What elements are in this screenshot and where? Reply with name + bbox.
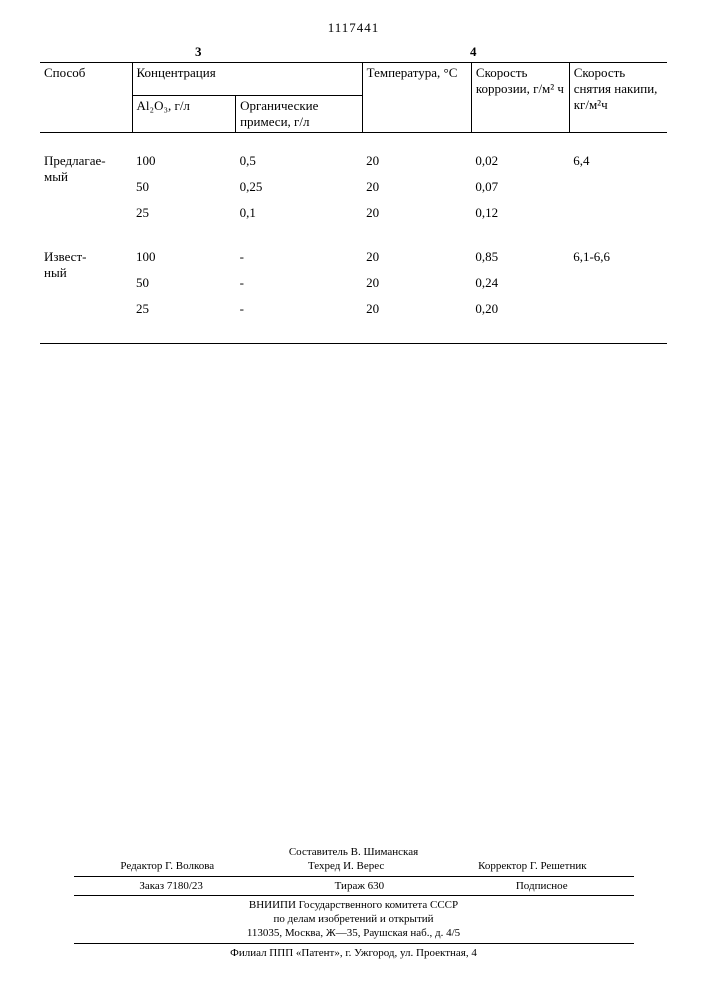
cell-org: - — [236, 247, 363, 273]
footer-print-row: Заказ 7180/23 Тираж 630 Подписное — [74, 879, 634, 893]
table-row: 25 - 20 0,20 — [40, 299, 667, 325]
header-temperature: Температура, °С — [362, 63, 471, 133]
cell-t: 20 — [362, 177, 471, 203]
cell-al: 25 — [132, 203, 236, 229]
cell-corr: 0,07 — [471, 177, 569, 203]
group-label: Извест- ный — [40, 247, 132, 325]
cell-al: 100 — [132, 151, 236, 177]
cell-corr: 0,24 — [471, 273, 569, 299]
cell-org: - — [236, 299, 363, 325]
table-row: Извест- ный 100 - 20 0,85 6,1-6,6 — [40, 247, 667, 273]
document-number: 1117441 — [40, 20, 667, 36]
group-label: Предлагае- мый — [40, 151, 132, 229]
cell-t: 20 — [362, 151, 471, 177]
footer-print-run: Тираж 630 — [335, 879, 385, 893]
footer-address1: 113035, Москва, Ж—35, Раушская наб., д. … — [0, 926, 707, 940]
cell-t: 20 — [362, 273, 471, 299]
cell-corr: 0,02 — [471, 151, 569, 177]
cell-org: 0,5 — [236, 151, 363, 177]
cell-al: 50 — [132, 177, 236, 203]
footer-credits-row: Редактор Г. Волкова Техред И. Верес Корр… — [74, 859, 634, 873]
footer-compiler: Составитель В. Шиманская — [0, 845, 707, 859]
cell-t: 20 — [362, 247, 471, 273]
footer: Составитель В. Шиманская Редактор Г. Вол… — [0, 845, 707, 960]
header-method: Способ — [40, 63, 132, 133]
cell-org: 0,25 — [236, 177, 363, 203]
data-table: Способ Концентрация Температура, °С Скор… — [40, 62, 667, 344]
table-row: 50 - 20 0,24 — [40, 273, 667, 299]
header-corrosion: Скорость коррозии, г/м² ч — [471, 63, 569, 133]
footer-corrector: Корректор Г. Решетник — [478, 859, 587, 873]
cell-al: 50 — [132, 273, 236, 299]
cell-corr: 0,20 — [471, 299, 569, 325]
footer-editor: Редактор Г. Волкова — [120, 859, 214, 873]
footer-subscription: Подписное — [516, 879, 568, 893]
footer-address2: Филиал ППП «Патент», г. Ужгород, ул. Про… — [0, 946, 707, 960]
column-numbers: 3 4 — [40, 44, 667, 58]
table-row: 50 0,25 20 0,07 — [40, 177, 667, 203]
cell-org: 0,1 — [236, 203, 363, 229]
page-container: 1117441 3 4 Способ Концентрация Температ… — [0, 0, 707, 1000]
header-organic: Органические примеси, г/л — [236, 96, 363, 133]
footer-order: Заказ 7180/23 — [139, 879, 203, 893]
header-al2o3: Al₂O₃, г/л — [132, 96, 236, 133]
cell-t: 20 — [362, 299, 471, 325]
table-row: 25 0,1 20 0,12 — [40, 203, 667, 229]
cell-corr: 0,12 — [471, 203, 569, 229]
header-scale-removal: Скорость снятия накипи, кг/м²ч — [569, 63, 667, 133]
column-number-right: 4 — [470, 44, 477, 60]
cell-al: 25 — [132, 299, 236, 325]
footer-tech: Техред И. Верес — [308, 859, 384, 873]
cell-al: 100 — [132, 247, 236, 273]
header-concentration: Концентрация — [132, 63, 362, 96]
cell-corr: 0,85 — [471, 247, 569, 273]
column-number-left: 3 — [195, 44, 202, 60]
footer-org2: по делам изобретений и открытий — [0, 912, 707, 926]
cell-org: - — [236, 273, 363, 299]
footer-org1: ВНИИПИ Государственного комитета СССР — [0, 898, 707, 912]
table-row: Предлагае- мый 100 0,5 20 0,02 6,4 — [40, 151, 667, 177]
cell-scale: 6,1-6,6 — [569, 247, 667, 273]
cell-t: 20 — [362, 203, 471, 229]
cell-scale: 6,4 — [569, 151, 667, 177]
